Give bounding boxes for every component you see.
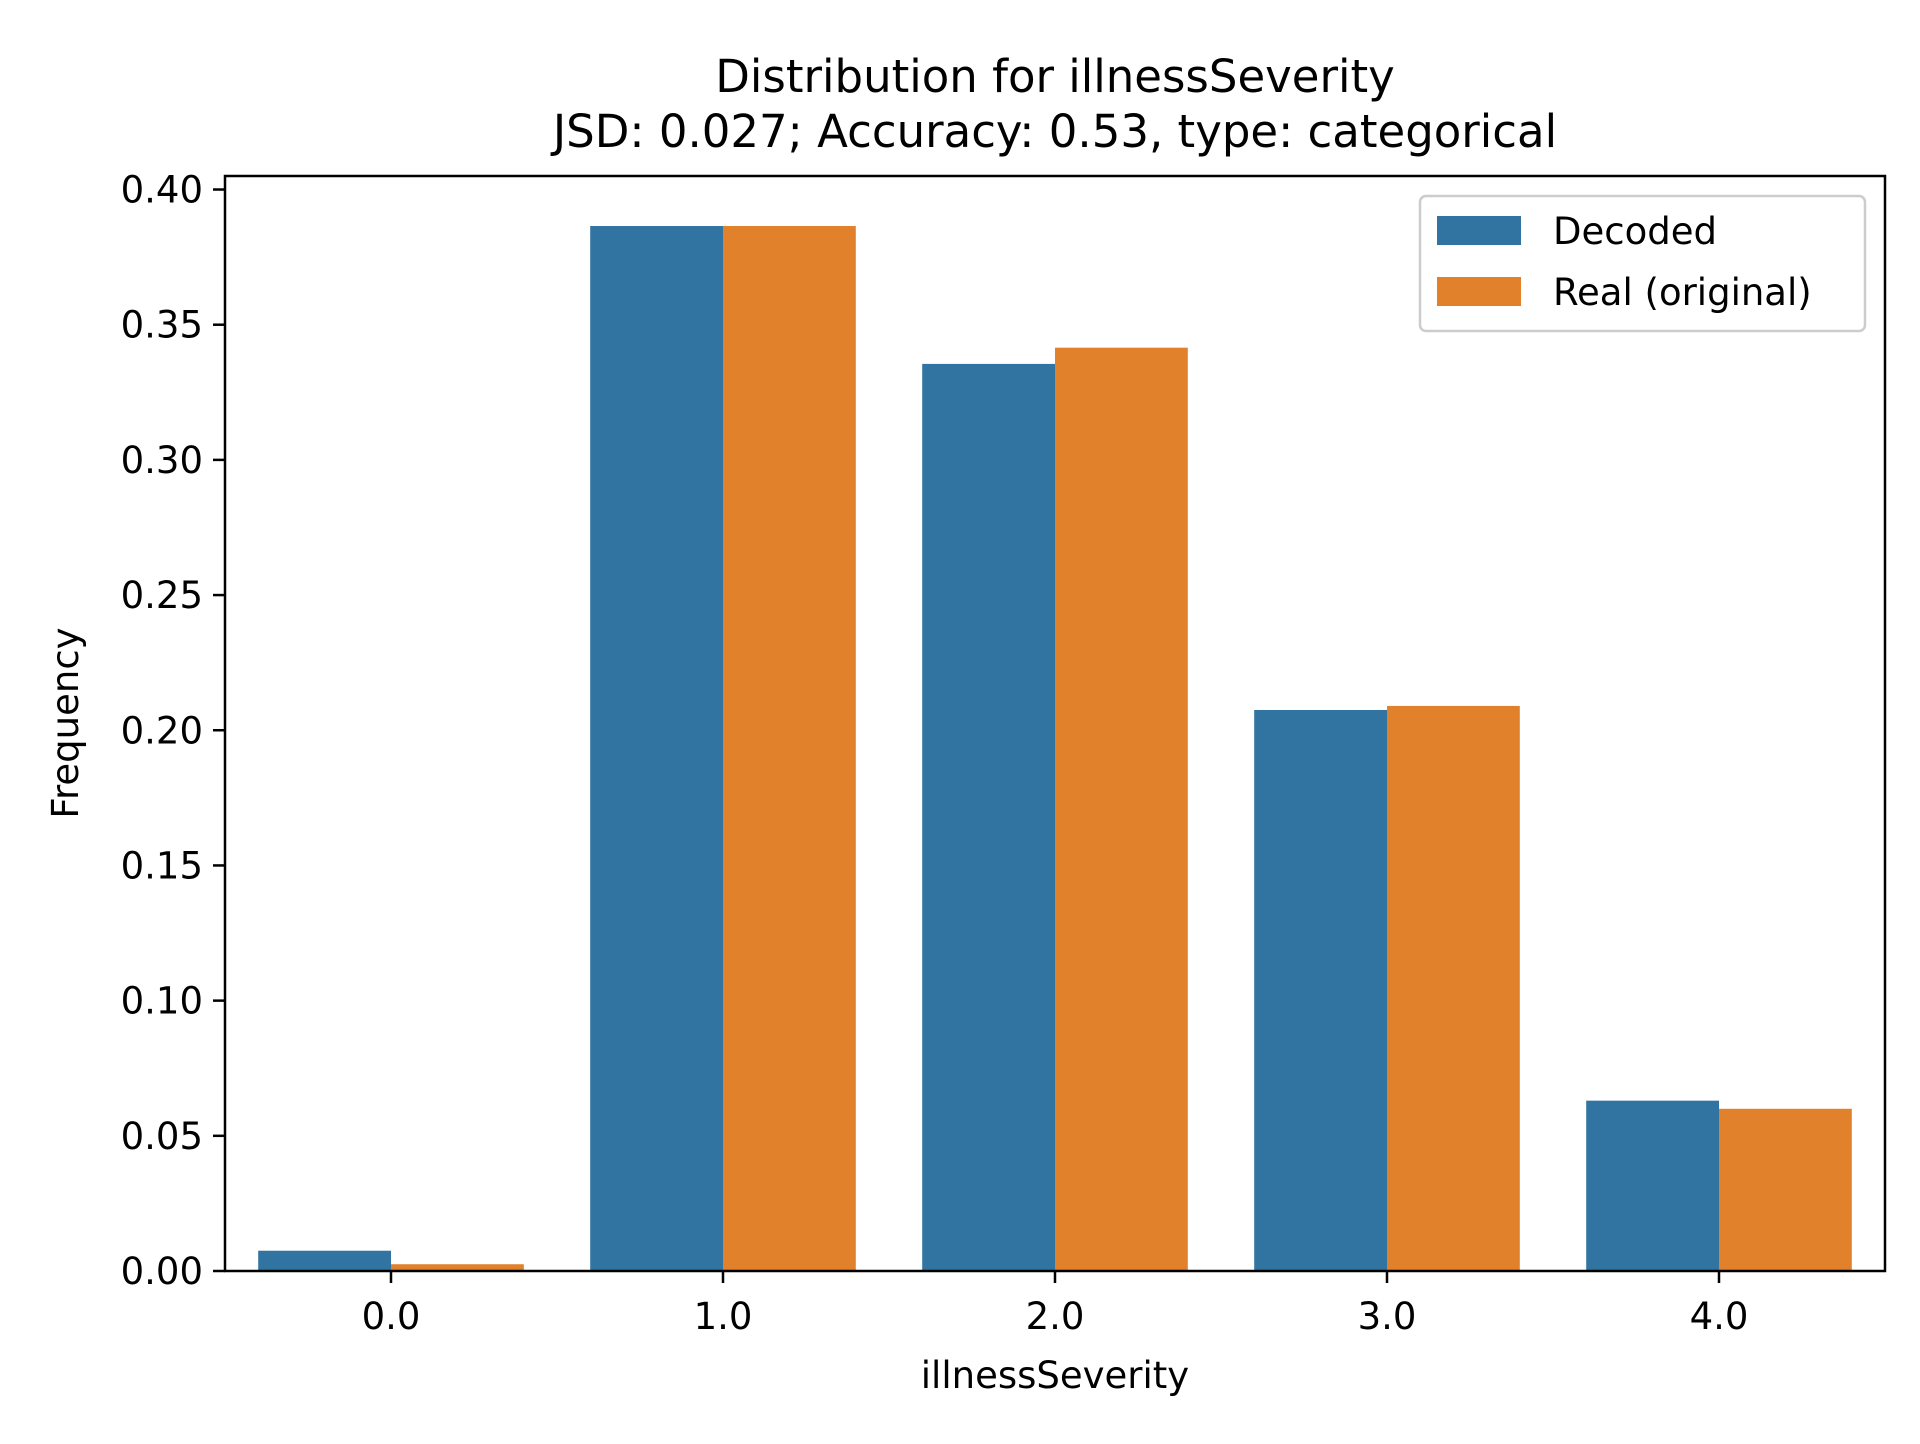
- legend-swatch-real-original: [1437, 277, 1521, 306]
- y-tick-label: 0.15: [121, 844, 203, 887]
- legend-label-decoded: Decoded: [1553, 210, 1717, 253]
- legend-frame: [1418, 194, 1867, 333]
- legend-swatch-decoded: [1437, 216, 1521, 245]
- y-tick-label: 0.25: [121, 574, 203, 617]
- x-tick-label: 4.0: [1690, 1295, 1749, 1338]
- bar-real-original-0: [391, 1264, 524, 1271]
- y-tick-label: 0.20: [121, 709, 203, 752]
- plot-frame: [223, 174, 1887, 1273]
- y-axis: 0.00 0.05 0.10 0.15 0.20 0.25 0.30 0.35 0.40: [121, 169, 225, 1293]
- bar-decoded-4: [1586, 1100, 1719, 1271]
- y-tick-label: 0.00: [121, 1250, 203, 1293]
- legend: Decoded Real (original): [1418, 194, 1867, 333]
- chart-title: Distribution for illnessSeverity: [715, 50, 1394, 103]
- x-axis: 0.0 1.0 2.0 3.0 4.0: [362, 1271, 1749, 1338]
- y-tick-label: 0.40: [121, 169, 203, 212]
- x-tick-label: 2.0: [1026, 1295, 1085, 1338]
- y-tick-label: 0.10: [121, 980, 203, 1023]
- y-tick-label: 0.05: [121, 1115, 203, 1158]
- bar-real-original-1: [723, 226, 856, 1271]
- bar-real-original-4: [1719, 1108, 1852, 1271]
- bar-decoded-1: [590, 226, 723, 1271]
- x-axis-label: illnessSeverity: [921, 1354, 1189, 1397]
- y-tick-label: 0.35: [121, 304, 203, 347]
- bar-real-original-2: [1055, 347, 1188, 1271]
- x-tick-label: 0.0: [362, 1295, 421, 1338]
- bars-layer: [258, 226, 1852, 1271]
- y-axis-label: Frequency: [44, 627, 87, 818]
- bar-decoded-2: [922, 363, 1055, 1271]
- chart-subtitle: JSD: 0.027; Accuracy: 0.53, type: catego…: [550, 105, 1557, 158]
- bar-real-original-3: [1387, 705, 1520, 1271]
- legend-label-real-original: Real (original): [1553, 271, 1812, 314]
- y-tick-label: 0.30: [121, 439, 203, 482]
- x-tick-label: 3.0: [1358, 1295, 1417, 1338]
- bar-decoded-0: [258, 1250, 391, 1271]
- x-tick-label: 1.0: [694, 1295, 753, 1338]
- bar-decoded-3: [1254, 709, 1387, 1271]
